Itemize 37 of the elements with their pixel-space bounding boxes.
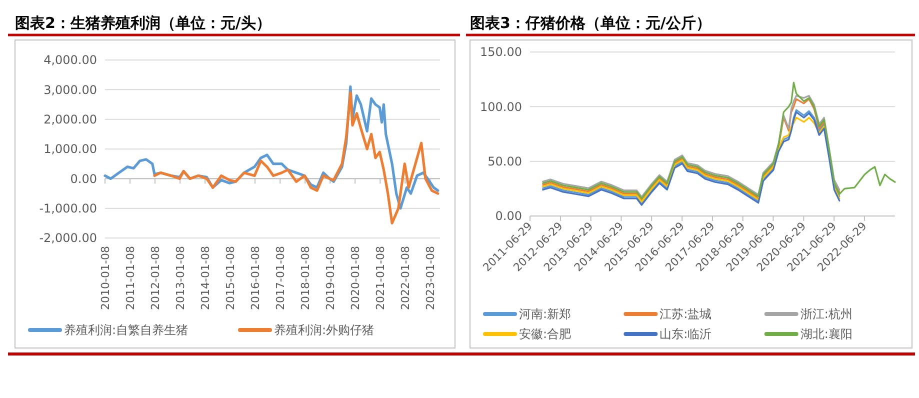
line-series (153, 91, 440, 224)
chart-title: 图表2：生猪养殖利润（单位：元/头） (15, 14, 271, 32)
x-tick-label: 2012-01-08 (148, 246, 162, 310)
x-tick-label: 2015-01-08 (224, 246, 237, 310)
legend-label: 养殖利润:自繁自养生猪 (64, 323, 188, 338)
y-tick-label: 50.00 (488, 154, 522, 169)
y-tick-label: 0.00 (70, 172, 97, 186)
x-tick-label: 2022-01-08 (398, 246, 412, 310)
y-tick-label: 2,000.00 (44, 112, 97, 127)
x-tick-label: 2016-01-08 (248, 246, 262, 310)
y-tick-label: 3,000.00 (44, 82, 97, 97)
x-tick-label: 2021-01-08 (374, 246, 387, 310)
y-tick-label: 100.00 (480, 100, 522, 114)
chart-title: 图表3：仔猪价格（单位：元/公斤） (470, 14, 711, 32)
x-tick-label: 2023-01-08 (424, 246, 437, 310)
legend-label: 浙江:杭州 (800, 307, 852, 322)
y-tick-label: 1,000.00 (44, 142, 97, 156)
y-tick-label: -2,000.00 (39, 231, 97, 246)
x-tick-label: 2011-01-08 (124, 246, 137, 310)
y-tick-label: 150.00 (480, 45, 522, 60)
x-tick-label: 2013-01-08 (174, 246, 187, 310)
x-tick-label: 2010-01-08 (98, 246, 112, 310)
x-tick-label: 2018-01-08 (298, 246, 312, 310)
x-tick-label: 2019-01-08 (324, 246, 337, 310)
x-tick-label: 2020-01-08 (348, 246, 362, 310)
line-series (542, 82, 896, 200)
legend-label: 养殖利润:外购仔猪 (274, 323, 374, 338)
y-tick-label: 4,000.00 (44, 53, 97, 68)
legend-label: 山东:临沂 (660, 327, 712, 342)
legend-label: 安徽:合肥 (519, 327, 572, 342)
legend-label: 河南:新郑 (519, 307, 572, 322)
x-tick-label: 2017-01-08 (274, 246, 287, 310)
legend-label: 湖北:襄阳 (800, 327, 852, 342)
x-tick-label: 2014-01-08 (198, 246, 212, 310)
legend-label: 江苏:盐城 (660, 307, 712, 322)
y-tick-label: 0.00 (495, 209, 522, 224)
y-tick-label: -1,000.00 (39, 202, 97, 216)
